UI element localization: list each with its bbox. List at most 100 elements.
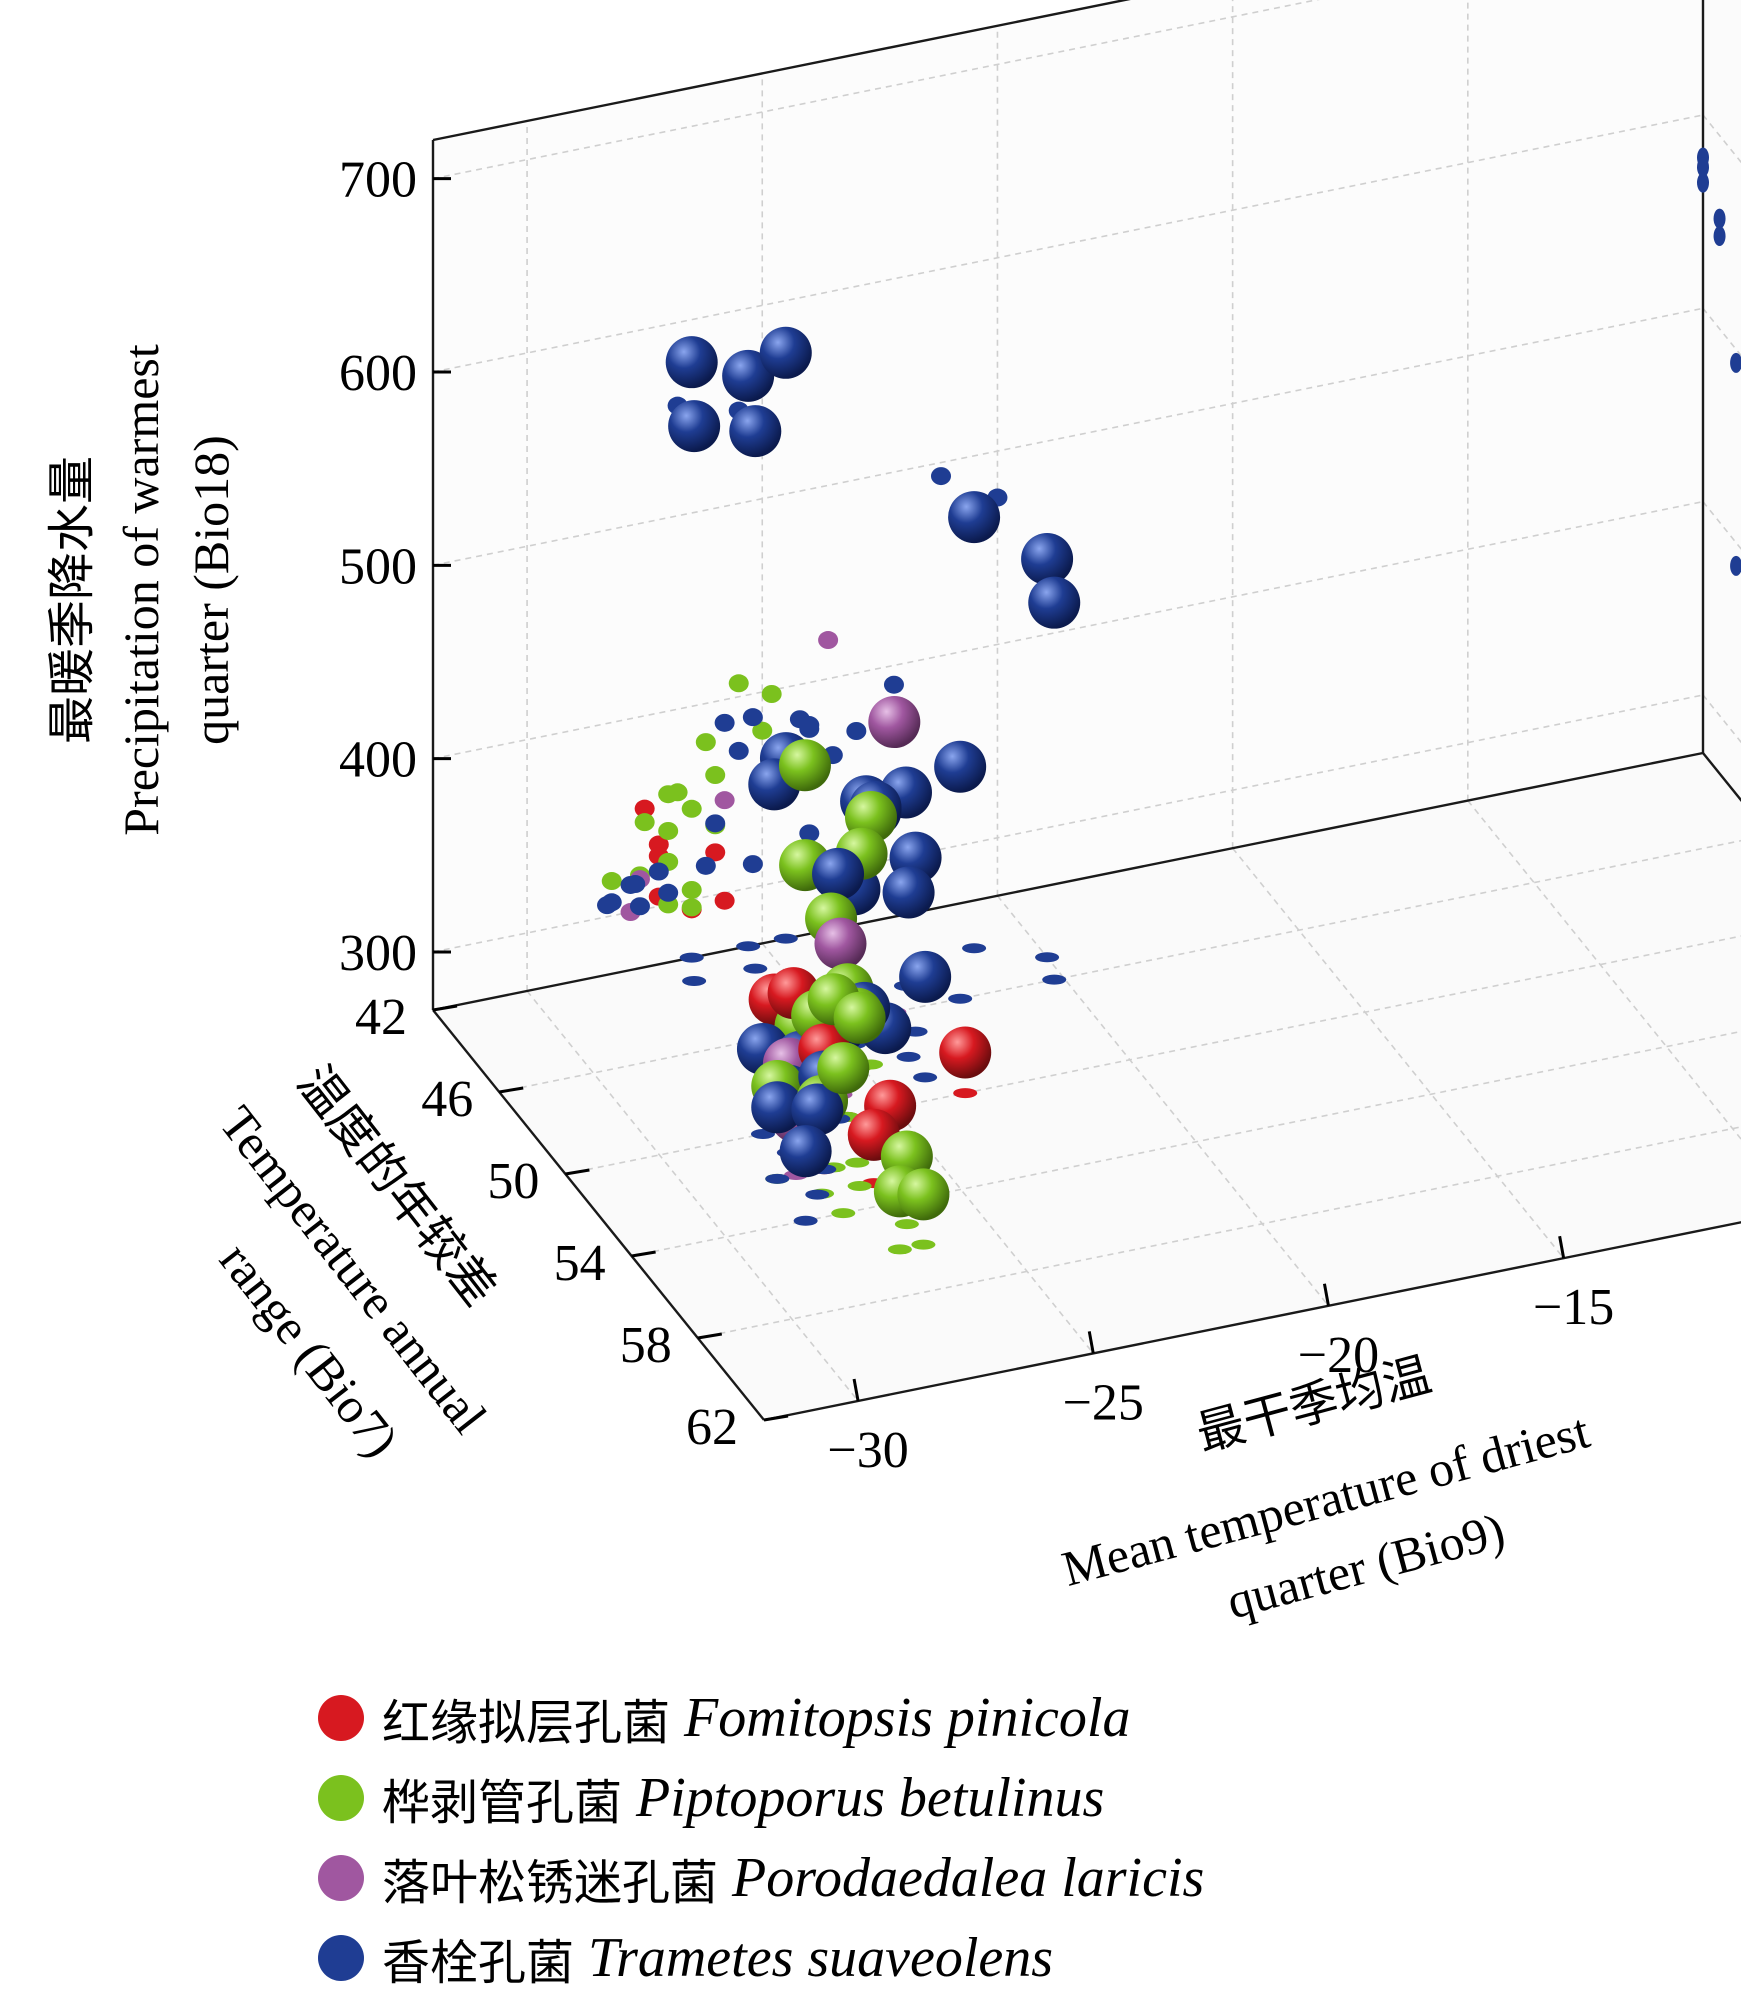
floor-projection-dot bbox=[765, 1173, 790, 1184]
back-projection-dot bbox=[705, 814, 726, 833]
legend-swatch-green bbox=[318, 1775, 364, 1821]
legend-label-sci: Trametes suaveolens bbox=[588, 1927, 1054, 1989]
floor-projection-dot bbox=[679, 952, 704, 963]
side-projection-dot bbox=[1730, 352, 1741, 373]
floor-projection-dot bbox=[962, 943, 987, 954]
back-projection-dot bbox=[629, 897, 650, 916]
grid-line-z bbox=[432, 114, 1704, 373]
back-projection-dot bbox=[714, 791, 735, 810]
data-point-sphere bbox=[948, 491, 1001, 544]
back-projection-dot bbox=[752, 721, 773, 740]
z-tick-label: 600 bbox=[339, 345, 417, 402]
back-projection-dot bbox=[728, 741, 749, 760]
back-projection-dot bbox=[658, 821, 679, 840]
data-point-sphere bbox=[934, 740, 987, 793]
y-tick-label: 46 bbox=[421, 1071, 473, 1128]
legend-label-sci: Fomitopsis pinicola bbox=[684, 1687, 1131, 1749]
y-tick-label: 62 bbox=[686, 1399, 738, 1456]
back-projection-dot bbox=[883, 675, 904, 694]
back-projection-dot bbox=[597, 896, 618, 915]
data-point-sphere bbox=[812, 847, 865, 900]
y-tick-mark bbox=[763, 1414, 789, 1422]
legend-label-cn: 落叶松锈迷孔菌 bbox=[382, 1855, 719, 1911]
floor-projection-dot bbox=[831, 1208, 856, 1219]
floor-projection-dot bbox=[736, 941, 761, 952]
legend: 红缘拟层孔菌 Fomitopsis pinicola 桦剥管孔菌 Piptopo… bbox=[318, 1678, 1204, 1998]
data-point-sphere bbox=[779, 1125, 832, 1178]
axis-frame-edge bbox=[432, 1009, 765, 1421]
x-tick-mark bbox=[1087, 1331, 1095, 1354]
floor-projection-dot bbox=[743, 963, 768, 974]
floor-projection-dot bbox=[913, 1072, 938, 1083]
floor-projection-dot bbox=[894, 1219, 919, 1230]
floor-projection-dot bbox=[847, 1181, 872, 1192]
z-tick-label: 300 bbox=[339, 925, 417, 982]
floor-projection-dot bbox=[1035, 952, 1060, 963]
floor-projection-dot bbox=[887, 1244, 912, 1255]
grid-line-y bbox=[631, 1030, 1741, 1257]
data-point-sphere bbox=[722, 349, 775, 402]
back-projection-dot bbox=[846, 722, 867, 740]
back-projection-dot bbox=[634, 813, 655, 832]
legend-label-cn: 桦剥管孔菌 bbox=[382, 1775, 623, 1831]
data-point-sphere bbox=[729, 405, 782, 458]
back-projection-dot bbox=[714, 891, 735, 910]
legend-label-sci: Piptoporus betulinus bbox=[636, 1767, 1105, 1829]
back-projection-dot bbox=[681, 799, 702, 818]
grid-line-z bbox=[432, 307, 1704, 567]
z-tick-label: 500 bbox=[339, 538, 417, 595]
back-projection-dot bbox=[658, 883, 679, 902]
axis-walls bbox=[433, 0, 1741, 1420]
side-projection-dot bbox=[1697, 172, 1709, 193]
side-wall-projections bbox=[1697, 147, 1741, 576]
x-tick-label: −30 bbox=[827, 1422, 908, 1479]
data-point-sphere bbox=[791, 1083, 844, 1136]
back-projection-dot bbox=[799, 716, 820, 735]
back-projection-dot bbox=[818, 631, 839, 650]
legend-label-cn: 红缘拟层孔菌 bbox=[382, 1695, 671, 1751]
back-projection-dot bbox=[695, 733, 716, 752]
data-point-sphere bbox=[1028, 576, 1081, 629]
back-projection-dot bbox=[799, 824, 820, 843]
data-point-sphere bbox=[668, 400, 721, 453]
x-tick-mark bbox=[852, 1378, 860, 1402]
y-tick-mark bbox=[631, 1250, 656, 1258]
data-point-sphere bbox=[751, 1081, 804, 1134]
z-axis-label-en-line1: Precipitation of warmest bbox=[113, 344, 169, 836]
z-tick-label: 400 bbox=[339, 732, 417, 789]
z-axis-label-en-line2: quarter (Bio18) bbox=[183, 435, 239, 745]
side-projection-dot bbox=[1730, 555, 1741, 576]
data-point-sphere bbox=[833, 991, 886, 1044]
legend-item-fomitopsis: 红缘拟层孔菌 Fomitopsis pinicola bbox=[318, 1678, 1204, 1758]
back-projection-dot bbox=[742, 708, 763, 727]
y-tick-mark bbox=[432, 1004, 458, 1012]
back-projection-dot bbox=[742, 855, 763, 874]
side-projection-dot bbox=[1697, 157, 1709, 178]
x-tick-mark bbox=[1322, 1283, 1330, 1307]
z-tick-label: 700 bbox=[339, 152, 417, 209]
legend-swatch-purple bbox=[318, 1855, 364, 1901]
back-projection-dot bbox=[714, 713, 735, 732]
x-tick-label: −25 bbox=[1063, 1374, 1144, 1431]
data-point-sphere bbox=[814, 917, 867, 970]
legend-swatch-blue bbox=[318, 1935, 364, 1981]
back-projection-dot bbox=[634, 799, 655, 818]
data-point-sphere bbox=[899, 950, 952, 1003]
data-points bbox=[665, 326, 1081, 1221]
data-point-sphere bbox=[882, 866, 935, 919]
grid-line-z bbox=[432, 694, 1704, 953]
legend-item-piptoporus: 桦剥管孔菌 Piptoporus betulinus bbox=[318, 1758, 1204, 1838]
legend-item-trametes: 香栓孔菌 Trametes suaveolens bbox=[318, 1918, 1204, 1998]
data-point-sphere bbox=[1021, 533, 1074, 586]
back-projection-dot bbox=[695, 856, 716, 875]
data-point-sphere bbox=[759, 326, 812, 379]
floor-projection-dot bbox=[953, 1088, 978, 1099]
side-projection-dot bbox=[1713, 226, 1726, 247]
floor-projection-dot bbox=[682, 976, 707, 987]
legend-label-sci: Porodaedalea laricis bbox=[732, 1847, 1205, 1909]
axis-frame-edge bbox=[432, 0, 1131, 142]
back-projection-dot bbox=[705, 843, 726, 862]
data-point-sphere bbox=[778, 739, 831, 792]
back-projection-dot bbox=[728, 674, 749, 693]
